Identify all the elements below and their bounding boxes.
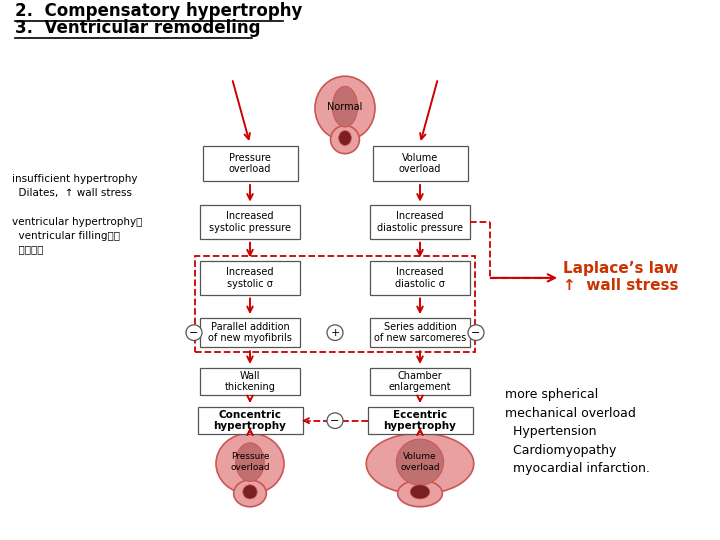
Ellipse shape (366, 433, 474, 494)
FancyBboxPatch shape (372, 146, 467, 181)
Text: Parallel addition
of new myofibrils: Parallel addition of new myofibrils (208, 322, 292, 343)
Text: Series addition
of new sarcomeres: Series addition of new sarcomeres (374, 322, 466, 343)
FancyBboxPatch shape (200, 261, 300, 294)
Bar (195, 256, 475, 352)
Circle shape (327, 325, 343, 341)
Ellipse shape (396, 439, 444, 485)
Text: −: − (472, 328, 481, 338)
Text: 2.  Compensatory hypertrophy: 2. Compensatory hypertrophy (15, 2, 302, 19)
Circle shape (327, 413, 343, 429)
Text: −: − (330, 416, 340, 426)
Ellipse shape (216, 433, 284, 494)
FancyBboxPatch shape (370, 368, 470, 395)
Text: Increased
diastolic pressure: Increased diastolic pressure (377, 211, 463, 233)
Ellipse shape (330, 125, 359, 154)
Circle shape (186, 325, 202, 341)
FancyBboxPatch shape (370, 206, 470, 239)
Text: Increased
systolic pressure: Increased systolic pressure (209, 211, 291, 233)
Text: Chamber
enlargement: Chamber enlargement (389, 371, 451, 393)
Text: Pressure
overload: Pressure overload (230, 453, 270, 472)
Ellipse shape (315, 76, 375, 140)
FancyBboxPatch shape (197, 407, 302, 434)
Ellipse shape (333, 86, 358, 127)
Text: Wall
thickening: Wall thickening (225, 371, 276, 393)
Text: Laplace’s law: Laplace’s law (563, 261, 678, 276)
Text: ventricular filling장애: ventricular filling장애 (12, 231, 120, 241)
Ellipse shape (338, 131, 351, 145)
Ellipse shape (235, 443, 264, 482)
Text: Volume
overload: Volume overload (399, 153, 441, 174)
Text: Normal: Normal (328, 102, 363, 112)
Text: −: − (189, 328, 199, 338)
Text: Dilates,  ↑ wall stress: Dilates, ↑ wall stress (12, 188, 132, 198)
Text: ↑  wall stress: ↑ wall stress (563, 278, 678, 293)
Text: Concentric
hypertrophy: Concentric hypertrophy (214, 410, 287, 431)
FancyBboxPatch shape (370, 318, 470, 347)
FancyBboxPatch shape (200, 368, 300, 395)
FancyBboxPatch shape (367, 407, 472, 434)
FancyBboxPatch shape (370, 261, 470, 294)
Text: 3.  Ventricular remodeling: 3. Ventricular remodeling (15, 19, 261, 37)
Ellipse shape (234, 480, 266, 507)
FancyBboxPatch shape (200, 206, 300, 239)
Text: more spherical
mechanical overload
  Hypertension
  Cardiomyopathy
  myocardial : more spherical mechanical overload Hyper… (505, 388, 650, 475)
Text: Increased
diastolic σ: Increased diastolic σ (395, 267, 445, 289)
Text: ventricular hypertrophy로: ventricular hypertrophy로 (12, 217, 143, 227)
Text: Eccentric
hypertrophy: Eccentric hypertrophy (384, 410, 456, 431)
FancyBboxPatch shape (202, 146, 297, 181)
Text: Increased
systolic σ: Increased systolic σ (226, 267, 274, 289)
Ellipse shape (243, 485, 257, 499)
Circle shape (468, 325, 484, 341)
Text: +: + (330, 328, 340, 338)
Text: insufficient hypertrophy: insufficient hypertrophy (12, 174, 138, 184)
Ellipse shape (410, 485, 430, 499)
Text: Pressure
overload: Pressure overload (229, 153, 271, 174)
Text: Volume
overload: Volume overload (400, 453, 440, 472)
Text: 심근허혁: 심근허혁 (12, 245, 43, 255)
FancyBboxPatch shape (200, 318, 300, 347)
Ellipse shape (397, 480, 442, 507)
